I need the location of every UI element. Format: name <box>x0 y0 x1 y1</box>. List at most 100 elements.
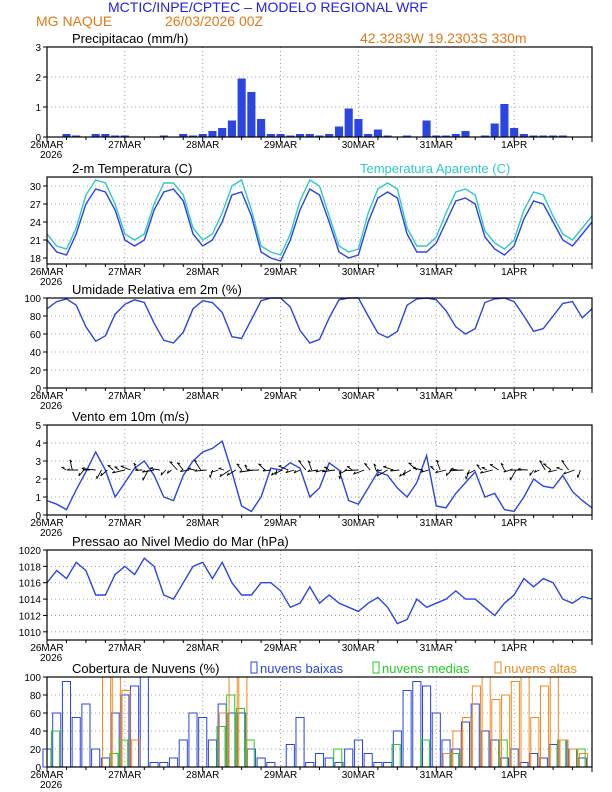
wind-arrow <box>193 459 202 471</box>
wind-arrow <box>307 460 313 471</box>
x-tick-label: 30MAR <box>342 770 375 781</box>
wind-arrow-head <box>509 468 513 471</box>
y-tick-label: 0 <box>35 384 41 395</box>
x-tick-label: 29MAR <box>264 267 297 278</box>
y-tick-label: 0 <box>35 133 41 144</box>
wind-arrow-head <box>533 469 537 473</box>
cloud-bar-0 <box>402 690 412 768</box>
y-tick-label: 21 <box>30 236 42 247</box>
x-year-label: 2026 <box>40 653 63 664</box>
x-tick-label: 31MAR <box>420 267 453 278</box>
wind-arrow <box>112 469 125 474</box>
x-tick-label: 27MAR <box>108 267 141 278</box>
wind-arrow-head <box>187 467 192 470</box>
precip-bar <box>451 134 460 137</box>
precip-bar <box>72 135 81 137</box>
precip-bar <box>519 134 528 137</box>
panel-title: Pressao ao Nivel Medio do Mar (hPa) <box>72 534 289 549</box>
wind-arrow <box>210 469 219 473</box>
wind-arrow-head <box>66 468 70 471</box>
panel-title: Vento em 10m (m/s) <box>72 409 189 424</box>
panel-frame <box>46 424 593 516</box>
wind-arrow <box>150 467 160 471</box>
x-tick-label: 28MAR <box>186 643 219 654</box>
precip-bar <box>120 135 129 137</box>
x-tick-label: 29MAR <box>264 643 297 654</box>
y-tick-label: 1010 <box>19 628 42 639</box>
wind-arrow <box>236 463 242 471</box>
wind-arrow-head <box>258 463 262 466</box>
wind-arrow-head <box>100 473 103 477</box>
precip-bar <box>510 128 519 137</box>
wind-arrow <box>107 464 114 471</box>
y-tick-label: 18 <box>30 254 42 265</box>
wind-arrow-head <box>262 468 266 472</box>
wind-arrow <box>534 469 540 473</box>
cloud-bar-0 <box>256 757 266 768</box>
wind-arrow-head <box>78 472 80 477</box>
wind-arrow <box>293 469 301 474</box>
x-tick-label: 31MAR <box>420 770 453 781</box>
wind-arrow-head <box>436 459 440 463</box>
wind-arrow-head <box>561 459 565 463</box>
cloud-bar-2 <box>520 676 530 768</box>
cloud-bar-0 <box>295 717 305 768</box>
coordinates-label: 42.3283W 19.2303S 330m <box>360 30 527 46</box>
precip-bar <box>432 135 441 137</box>
legend-apparent-temp: Temperatura Aparente (C) <box>360 161 510 176</box>
x-tick-label: 26MAR <box>30 770 63 781</box>
precip-bar <box>188 135 198 137</box>
panel-title: Precipitacao (mm/h) <box>72 31 188 46</box>
x-tick-label: 29MAR <box>264 518 297 529</box>
wind-arrow-head <box>166 470 169 474</box>
wind-arrow-head <box>338 471 342 475</box>
cloud-bar-0 <box>383 762 393 768</box>
wind-arrow-head <box>321 469 325 473</box>
x-tick-label: 31MAR <box>420 518 453 529</box>
x-tick-label: 30MAR <box>342 518 375 529</box>
x-tick-label: 30MAR <box>342 140 375 151</box>
cloud-bar-0 <box>324 757 334 768</box>
legend-label: nuvens baixas <box>260 661 344 676</box>
wind-arrow <box>258 463 266 471</box>
x-tick-label: 1APR <box>501 770 527 781</box>
wind-arrow-head <box>169 461 173 464</box>
wind-arrow <box>364 463 371 471</box>
wind-arrow <box>548 469 558 473</box>
wind-arrow-head <box>548 469 551 473</box>
legend-label: nuvens altas <box>504 661 577 676</box>
precip-bar <box>266 134 275 137</box>
precip-bar <box>422 120 431 137</box>
cloud-bar-0 <box>71 717 81 768</box>
x-tick-label: 30MAR <box>342 643 375 654</box>
wind-arrow-head <box>293 470 297 474</box>
precip-bar <box>62 134 71 137</box>
y-tick-label: 1 <box>35 103 41 114</box>
wind-arrow <box>480 469 493 474</box>
wind-arrow <box>529 469 534 476</box>
precip-bar <box>441 135 451 137</box>
wind-arrow <box>315 469 324 473</box>
y-tick-label: 1 <box>35 493 41 504</box>
y-tick-label: 27 <box>30 200 42 211</box>
cloud-bar-0 <box>412 681 422 768</box>
series-line-0 <box>46 297 593 344</box>
x-tick-label: 26MAR <box>30 267 63 278</box>
panel-title: 2-m Temperatura (C) <box>72 161 192 176</box>
precip-bar <box>364 134 373 137</box>
wind-arrow <box>142 469 149 481</box>
series-line-1 <box>46 178 593 256</box>
panel-wind: 0 1 2 3 4 5 26MAR 27MAR 28MAR 29MAR 30MAR 31MAR 1APR… <box>30 409 593 539</box>
wind-arrow <box>376 469 388 477</box>
wind-arrow <box>194 469 207 472</box>
wind-arrow <box>503 469 511 473</box>
y-tick-label: 4 <box>35 439 41 450</box>
precip-bar <box>549 135 558 137</box>
y-tick-label: 24 <box>30 218 42 229</box>
wind-arrow-head <box>194 469 198 472</box>
y-tick-label: 3 <box>35 43 41 54</box>
precip-bar <box>383 135 392 137</box>
precip-bar <box>198 134 207 137</box>
wind-arrow <box>509 469 517 481</box>
y-tick-label: 100 <box>24 673 41 684</box>
